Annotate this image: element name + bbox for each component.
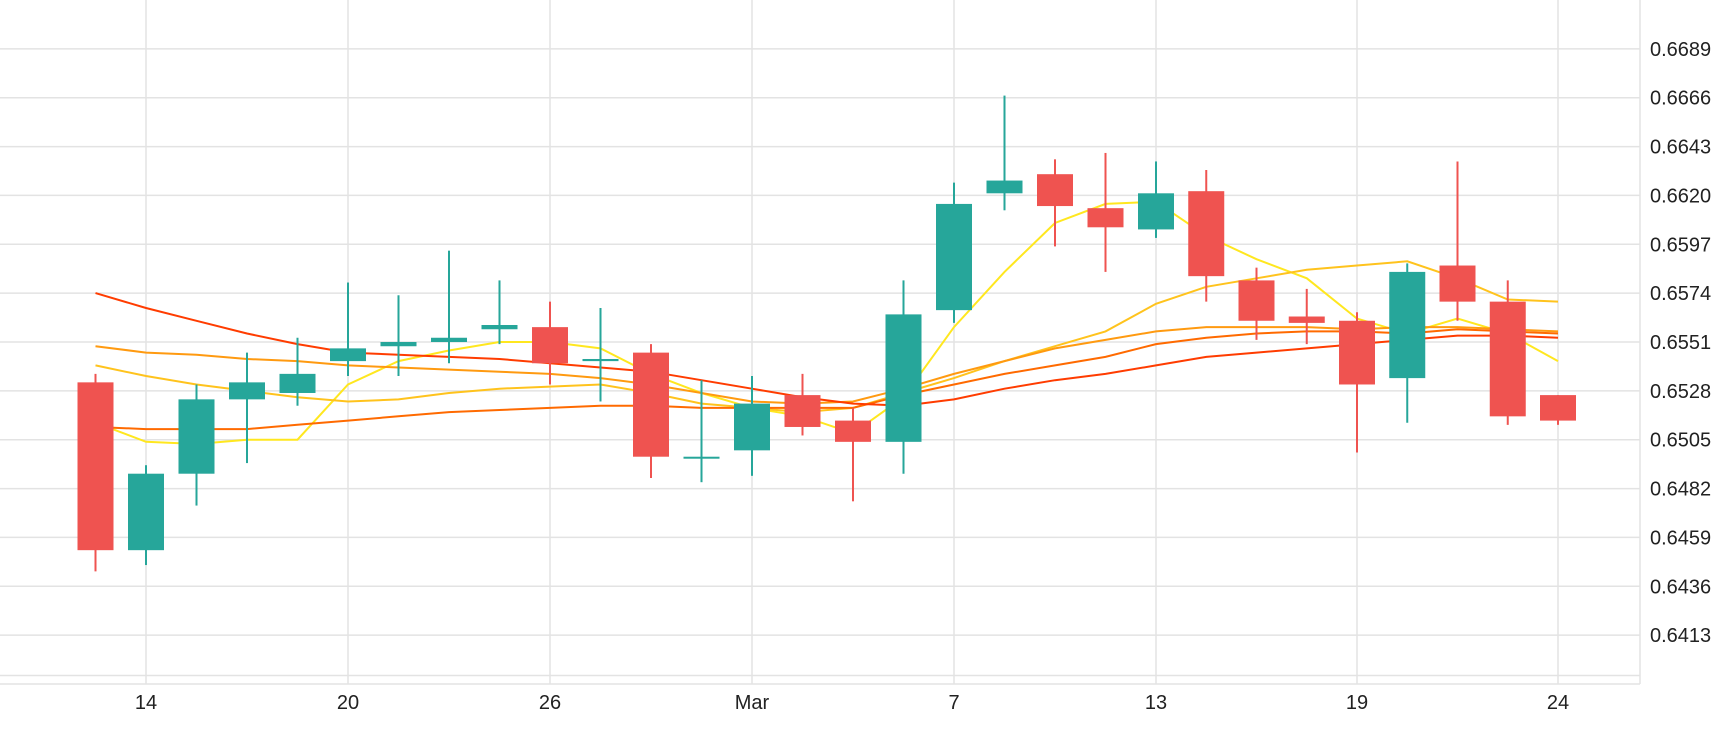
y-tick-label: 0.6643 [1650,137,1711,159]
moving-average-line-4 [95,328,1559,431]
candle-body [683,456,720,459]
x-tick-label: 13 [1145,692,1167,714]
candle-body [77,382,114,551]
candle [532,301,568,385]
candle [683,380,720,483]
candle-body [835,420,871,442]
candle [279,337,316,406]
x-tick-label: 20 [337,692,359,714]
candle [734,375,770,476]
candle-body [229,382,265,400]
candle-body [1439,265,1476,302]
grid [0,0,1640,684]
candle-body [532,327,568,364]
candle [885,280,922,474]
candle-body [279,373,316,393]
candle [835,407,871,502]
candle-body [481,325,518,330]
y-tick-label: 0.6482 [1650,479,1711,501]
candle [936,182,972,323]
candle-body [734,403,770,451]
candle [1037,159,1073,247]
moving-average-line-1 [95,200,1559,446]
candle [1188,169,1225,302]
candle [633,344,669,478]
y-tick-label: 0.6505 [1650,430,1711,452]
y-tick-label: 0.6666 [1650,88,1711,110]
y-tick-label: 0.6551 [1650,332,1711,354]
y-tick-label: 0.6528 [1650,381,1711,403]
candle [1489,280,1526,425]
candle-body [1138,193,1174,230]
candle-body [936,203,972,311]
candle-body [1339,320,1375,385]
candle [128,465,164,566]
candle [1540,395,1576,425]
moving-average-line-2 [95,260,1559,414]
y-tick-label: 0.6689 [1650,39,1711,61]
candle [1439,161,1476,321]
candle-body [784,395,821,427]
candle [784,373,821,436]
candle-body [633,352,669,457]
candle [582,308,619,402]
y-tick-label: 0.6620 [1650,185,1711,207]
y-tick-label: 0.6574 [1650,283,1711,305]
candle-body [330,348,366,362]
candle [1087,152,1124,272]
candle [1339,312,1375,453]
x-tick-label: 7 [948,692,959,714]
candle [481,280,518,345]
candle [380,295,417,376]
candle [1389,263,1426,423]
candle [178,384,215,506]
candle [1238,267,1275,340]
y-tick-label: 0.6436 [1650,576,1711,598]
candle-body [1389,271,1426,379]
y-tick-label: 0.6413 [1650,625,1711,647]
x-tick-label: 24 [1547,692,1569,714]
candle [1138,161,1174,238]
candle [229,352,265,464]
candle-body [1489,301,1526,417]
candle [77,373,114,572]
moving-average-lines [95,200,1559,446]
candle-body [885,314,922,442]
candle-body [582,358,619,362]
x-tick-label: Mar [735,692,770,714]
candle-body [178,399,215,474]
moving-average-line-3 [95,326,1559,405]
candle-body [380,342,417,347]
candle-body [431,337,467,342]
candle-body [1188,191,1225,277]
candles [77,95,1576,572]
candle [1288,288,1325,345]
candle-body [1238,280,1275,321]
candle-body [1087,208,1124,228]
y-tick-label: 0.6459 [1650,527,1711,549]
candle-body [1037,174,1073,207]
candle [431,250,467,364]
candle-body [1540,395,1576,421]
candle-body [128,473,164,551]
y-tick-label: 0.6597 [1650,234,1711,256]
x-tick-label: 14 [135,692,157,714]
candle-body [1288,316,1325,323]
axes: 0.6689 0.6666 0.6643 0.6620 0.6597 0.6574 0.65… [0,0,1711,714]
candle-body [986,180,1023,194]
x-tick-label: 19 [1346,692,1368,714]
x-tick-label: 26 [539,692,561,714]
candle [330,282,366,376]
candle [986,95,1023,211]
